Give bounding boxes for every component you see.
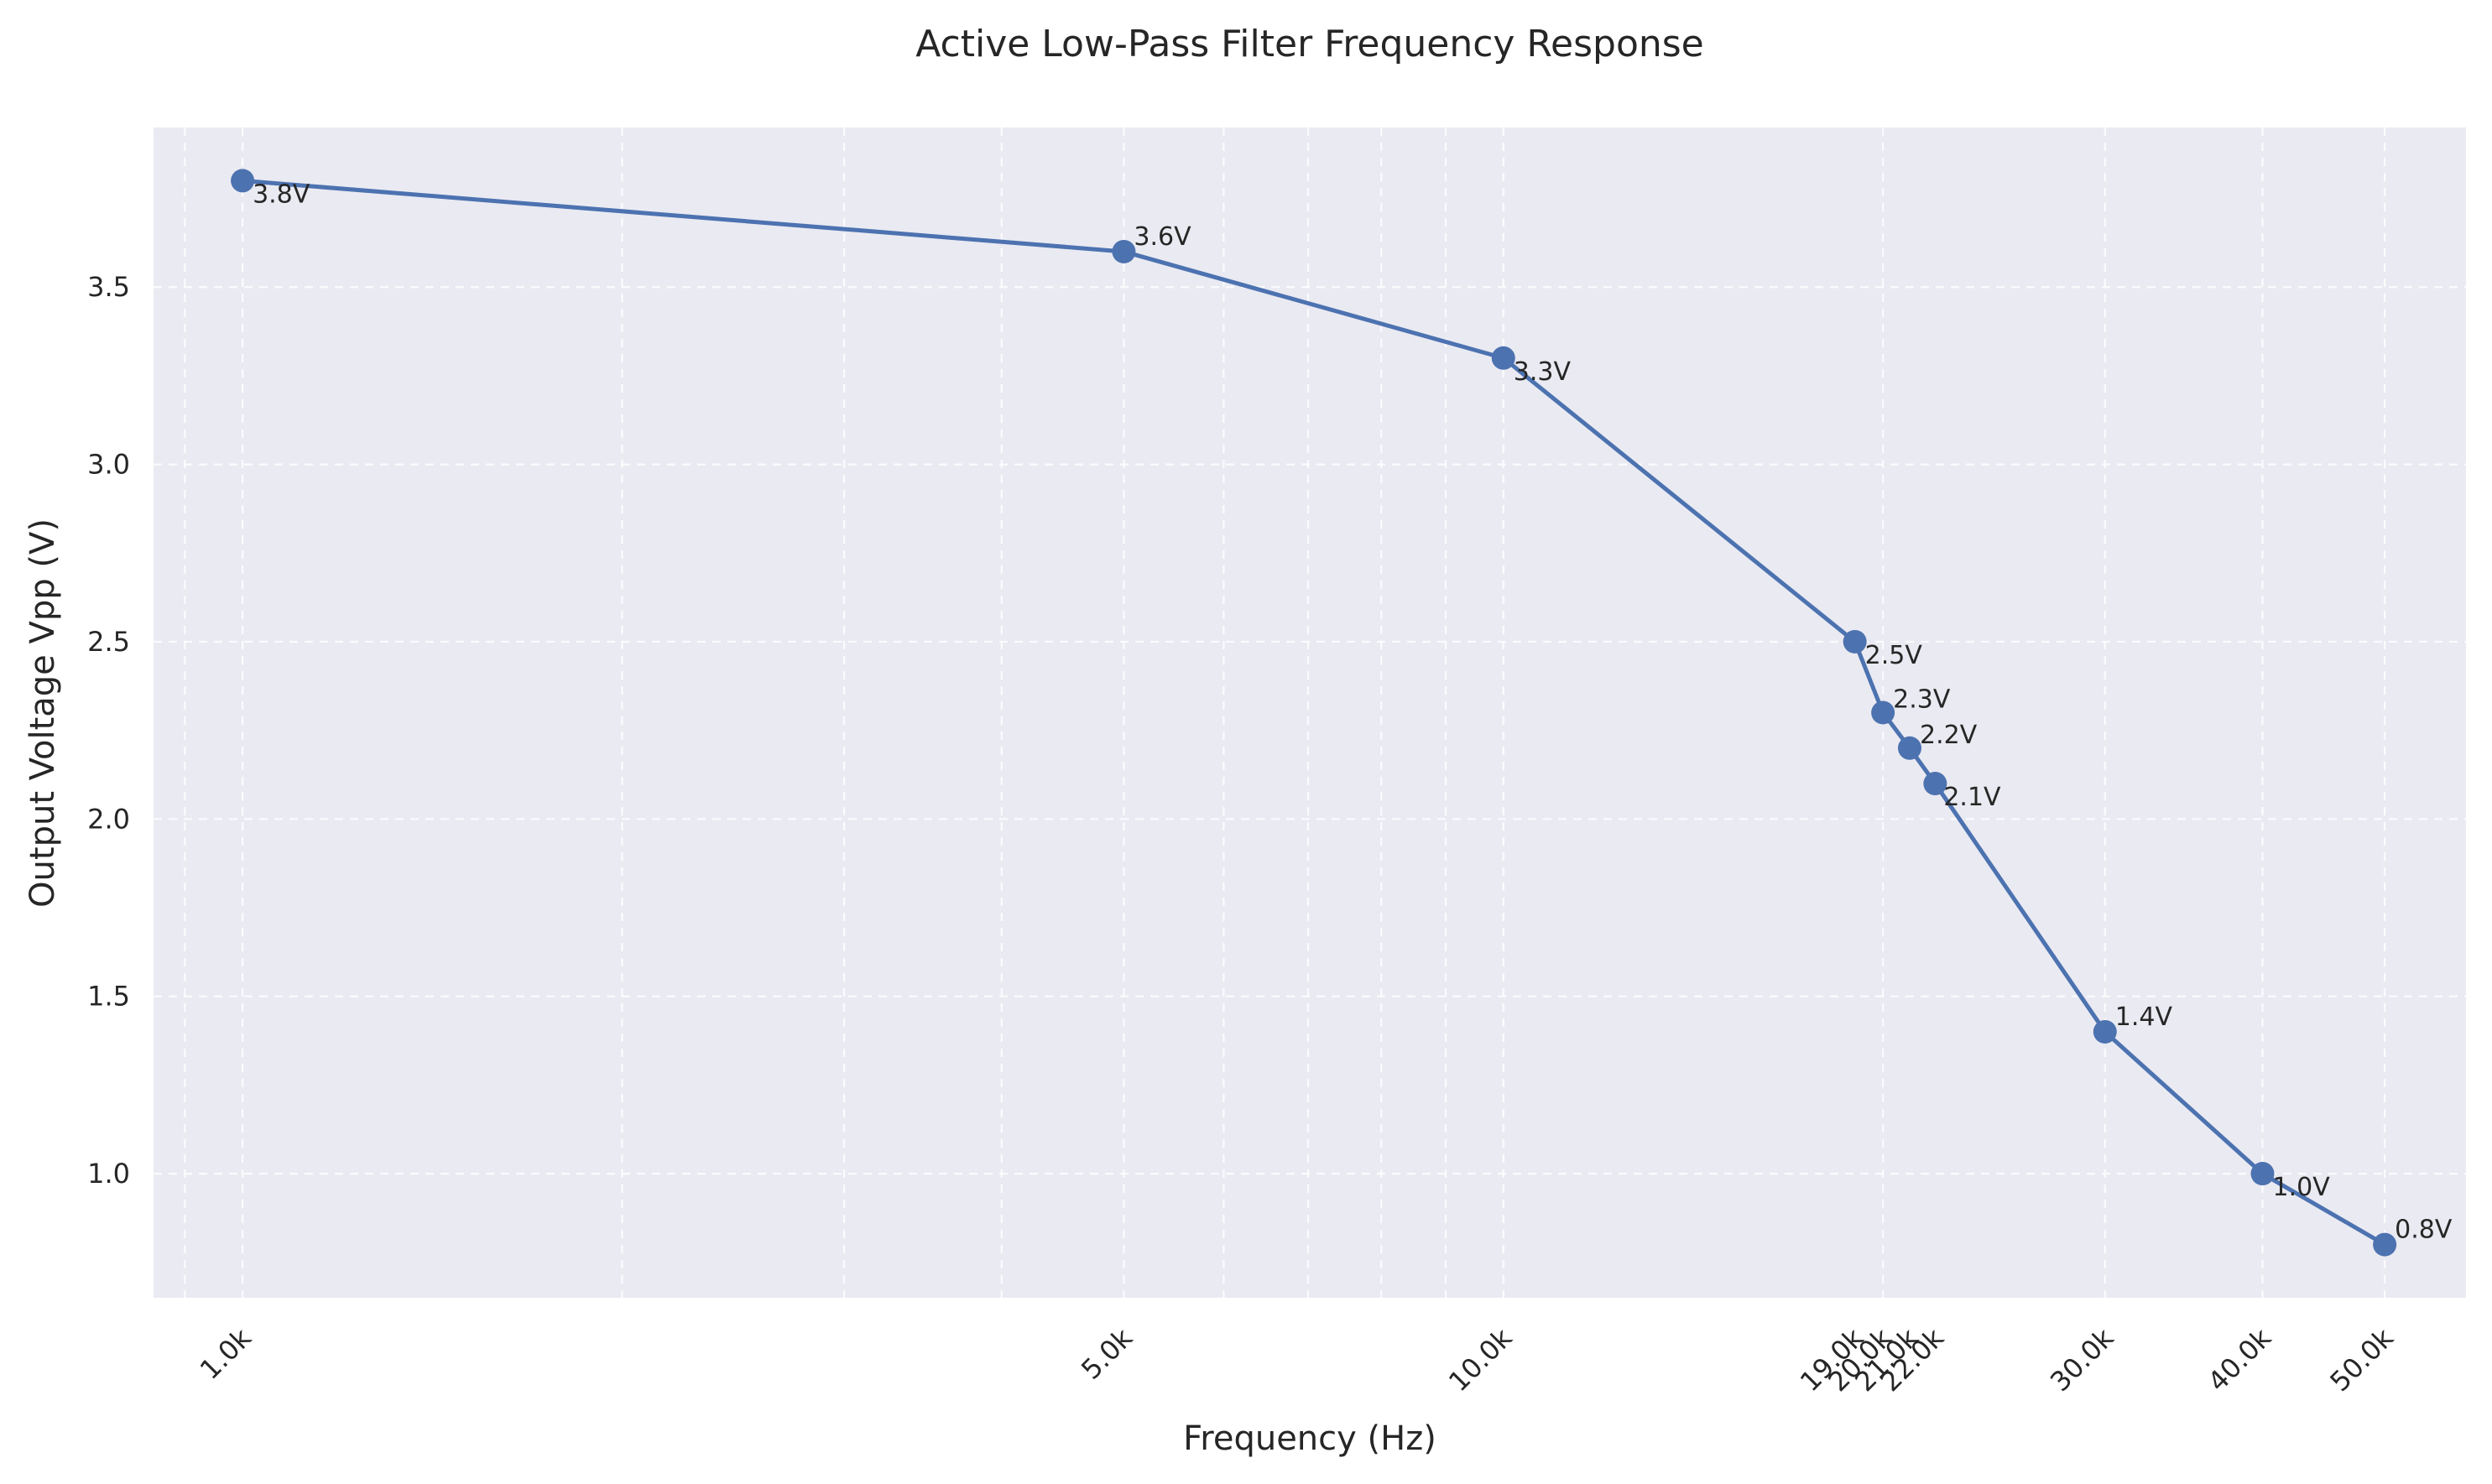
data-point [1843,629,1867,653]
data-point [2250,1162,2275,1186]
x-tick-label: 40.0k [2202,1321,2278,1398]
data-label: 3.6V [1134,222,1191,252]
x-tick-label: 10.0k [1442,1321,1519,1398]
y-tick-label: 2.5 [87,626,130,658]
data-point [1897,736,1921,760]
y-tick-label: 3.0 [87,449,130,481]
data-label: 2.2V [1920,721,1978,750]
data-point [231,169,255,193]
x-tick-label: 5.0k [1075,1321,1139,1385]
data-label: 2.5V [1865,641,1923,670]
data-point [1923,772,1947,796]
data-label: 1.4V [2115,1002,2173,1032]
data-labels: 3.8V 3.6V 3.3V 2.5V 2.3V 2.2V 2.1V 1.4V 1.0V 0.8V [253,180,2453,1244]
y-tick-label: 2.0 [87,803,130,835]
data-point [1491,346,1515,370]
x-tick-label: 1.0k [194,1321,258,1385]
data-point [2093,1019,2117,1044]
data-label: 3.3V [1514,357,1572,387]
y-tick-label: 3.5 [87,271,130,303]
data-point [1871,700,1895,725]
x-tick-label: 50.0k [2323,1321,2400,1398]
y-tick-label: 1.5 [87,981,130,1013]
series-line [240,178,2387,1247]
plot-background [154,128,2466,1298]
data-label: 1.0V [2273,1173,2331,1202]
data-label: 0.8V [2395,1216,2453,1245]
data-label: 3.8V [253,180,310,209]
data-label: 2.3V [1893,685,1951,715]
chart-title: Active Low-Pass Filter Frequency Respons… [915,23,1704,65]
x-tick-label: 30.0k [2044,1321,2120,1398]
y-tick-labels: 1.0 1.5 2.0 2.5 3.0 3.5 [87,271,130,1190]
data-label: 2.1V [1943,783,2001,812]
data-points [231,169,2397,1257]
data-point [2373,1232,2397,1257]
y-grid [154,286,2466,1175]
y-tick-label: 1.0 [87,1158,130,1190]
data-point [1112,239,1136,263]
x-axis-label: Frequency (Hz) [1183,1419,1436,1458]
y-axis-label: Output Voltage Vpp (V) [23,518,62,908]
